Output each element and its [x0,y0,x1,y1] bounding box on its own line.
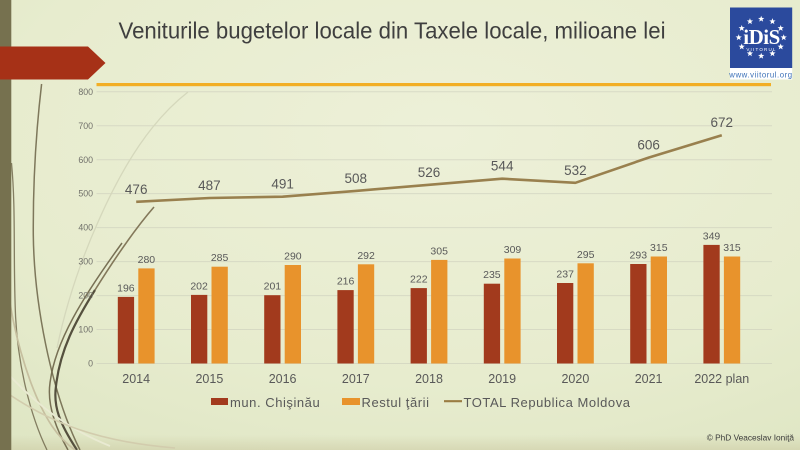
svg-text:iDiS: iDiS [743,25,780,49]
svg-text:305: 305 [430,245,448,257]
svg-text:100: 100 [78,325,93,335]
svg-text:222: 222 [410,274,428,286]
svg-text:237: 237 [556,269,574,281]
svg-text:309: 309 [504,244,522,256]
svg-text:600: 600 [78,155,93,165]
svg-text:2022 plan: 2022 plan [694,372,749,386]
svg-text:285: 285 [211,252,229,264]
svg-text:526: 526 [418,165,441,180]
svg-text:2019: 2019 [488,372,516,386]
svg-text:216: 216 [337,276,355,288]
svg-text:2014: 2014 [122,372,150,386]
svg-text:532: 532 [564,163,587,178]
svg-text:400: 400 [78,223,93,233]
svg-text:196: 196 [117,282,135,294]
svg-text:VIITORUL: VIITORUL [746,47,776,52]
svg-text:315: 315 [723,242,741,254]
svg-text:508: 508 [345,171,368,186]
svg-text:Veniturile bugetelor locale di: Veniturile bugetelor locale din Taxele l… [119,17,666,43]
svg-text:672: 672 [711,115,734,130]
svg-text:491: 491 [271,177,294,192]
svg-text:349: 349 [703,230,721,242]
svg-text:487: 487 [198,178,221,193]
svg-text:www.viitorul.org: www.viitorul.org [728,71,792,80]
svg-text:202: 202 [190,280,208,292]
svg-text:© PhD Veaceslav Ioniţă: © PhD Veaceslav Ioniţă [707,433,795,443]
svg-text:mun. Chişinău: mun. Chişinău [230,395,320,410]
svg-text:800: 800 [78,87,93,97]
svg-text:606: 606 [637,138,660,153]
svg-text:201: 201 [264,281,282,293]
svg-text:2017: 2017 [342,372,370,386]
svg-text:2015: 2015 [195,372,223,386]
svg-text:300: 300 [78,257,93,267]
svg-text:2018: 2018 [415,372,443,386]
svg-text:544: 544 [491,159,514,174]
svg-text:295: 295 [577,249,595,261]
svg-text:TOTAL Republica Moldova: TOTAL Republica Moldova [464,395,631,410]
svg-text:292: 292 [357,250,375,262]
svg-text:2020: 2020 [561,372,589,386]
svg-text:476: 476 [125,182,148,197]
svg-text:500: 500 [78,189,93,199]
svg-text:Restul ţării: Restul ţării [362,395,430,410]
svg-text:280: 280 [138,254,156,266]
svg-text:290: 290 [284,251,302,263]
svg-text:700: 700 [78,121,93,131]
svg-text:2021: 2021 [635,372,663,386]
svg-text:235: 235 [483,269,501,281]
svg-text:2016: 2016 [269,372,297,386]
svg-text:293: 293 [630,250,648,262]
svg-text:0: 0 [88,359,93,369]
svg-text:315: 315 [650,242,668,254]
svg-text:200: 200 [78,291,93,301]
